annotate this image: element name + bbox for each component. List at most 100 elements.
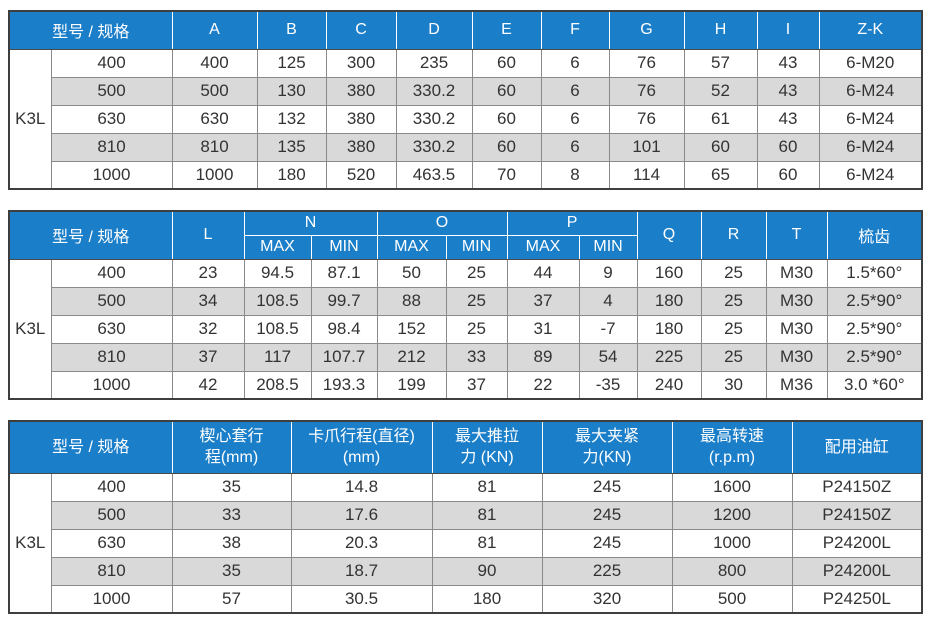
value-cell: 500 xyxy=(671,584,793,614)
value-cell: 60 xyxy=(756,160,820,190)
value-cell: -7 xyxy=(578,314,638,344)
value-cell: 37 xyxy=(171,342,245,372)
value-cell: 330.2 xyxy=(395,104,473,134)
value-cell: 65 xyxy=(683,160,758,190)
value-cell: 33 xyxy=(445,342,508,372)
value-cell: P24250L xyxy=(791,584,923,614)
value-cell: 81 xyxy=(431,500,543,530)
value-cell: 30 xyxy=(700,370,767,400)
table-row: 630 38 20.3 81 245 1000 P24200L xyxy=(9,528,923,558)
value-cell: 193.3 xyxy=(310,370,378,400)
spec-cell: 1000 xyxy=(50,160,173,190)
spec-cell: 810 xyxy=(50,556,173,586)
value-cell: 463.5 xyxy=(395,160,473,190)
value-cell: 60 xyxy=(471,132,542,162)
col-header-max-push-pull-force: 最大推拉 力 (KN) xyxy=(431,420,543,474)
value-cell: 160 xyxy=(636,258,702,288)
value-cell: 6-M24 xyxy=(818,104,923,134)
value-cell: 180 xyxy=(636,314,702,344)
value-cell: 225 xyxy=(541,556,673,586)
value-cell: 81 xyxy=(431,528,543,558)
value-cell: 125 xyxy=(256,48,327,78)
header-row: 型号 / 规格 楔心套行 程(mm) 卡爪行程(直径) (mm) 最大推拉 力 … xyxy=(8,420,923,474)
value-cell: 61 xyxy=(683,104,758,134)
value-cell: 43 xyxy=(756,48,820,78)
col-header-max-speed: 最高转速 (r.p.m) xyxy=(671,420,793,474)
col-header-o-max: MAX xyxy=(376,234,447,260)
value-cell: 152 xyxy=(376,314,447,344)
value-cell: 2.5*90° xyxy=(826,286,923,316)
value-cell: 99.7 xyxy=(310,286,378,316)
value-cell: 2.5*90° xyxy=(826,342,923,372)
model-cell: K3L xyxy=(8,472,52,614)
value-cell: 800 xyxy=(671,556,793,586)
table-row: 1000 1000 180 520 463.5 70 8 114 65 60 6-M24 xyxy=(9,160,923,190)
value-cell: 60 xyxy=(756,132,820,162)
value-cell: 57 xyxy=(171,584,292,614)
value-cell: M30 xyxy=(765,342,828,372)
value-cell: 89 xyxy=(506,342,580,372)
value-cell: 101 xyxy=(608,132,685,162)
value-cell: 37 xyxy=(506,286,580,316)
value-cell: P24200L xyxy=(791,528,923,558)
col-header-matching-cylinder: 配用油缸 xyxy=(791,420,923,474)
value-cell: 25 xyxy=(700,258,767,288)
col-header-o-group: O xyxy=(376,210,508,236)
value-cell: 90 xyxy=(431,556,543,586)
spec-cell: 1000 xyxy=(50,370,173,400)
value-cell: 330.2 xyxy=(395,76,473,106)
value-cell: 60 xyxy=(471,104,542,134)
value-cell: 60 xyxy=(683,132,758,162)
table-dimensions-a: 型号 / 规格 A B C D E F G H I Z-K K3L 400 400 1… xyxy=(8,10,923,190)
col-header-p-max: MAX xyxy=(506,234,580,260)
value-cell: 32 xyxy=(171,314,245,344)
spec-cell: 500 xyxy=(50,286,173,316)
value-cell: 114 xyxy=(608,160,685,190)
value-cell: 9 xyxy=(578,258,638,288)
value-cell: 4 xyxy=(578,286,638,316)
value-cell: 225 xyxy=(636,342,702,372)
value-cell: 60 xyxy=(471,48,542,78)
col-header-p-group: P xyxy=(506,210,638,236)
value-cell: 17.6 xyxy=(290,500,433,530)
value-cell: 132 xyxy=(256,104,327,134)
spec-cell: 400 xyxy=(50,48,173,78)
value-cell: 34 xyxy=(171,286,245,316)
value-cell: 25 xyxy=(700,342,767,372)
value-cell: 25 xyxy=(700,314,767,344)
header-subrow: MAX MIN MAX MIN MAX MIN xyxy=(9,234,922,260)
col-header-n-max: MAX xyxy=(243,234,312,260)
value-cell: 25 xyxy=(445,258,508,288)
col-header-jaw-stroke: 卡爪行程(直径) (mm) xyxy=(290,420,433,474)
value-cell: 98.4 xyxy=(310,314,378,344)
spec-cell: 1000 xyxy=(50,584,173,614)
value-cell: P24200L xyxy=(791,556,923,586)
value-cell: 50 xyxy=(376,258,447,288)
table-row: K3L 400 35 14.8 81 245 1600 P24150Z xyxy=(8,472,923,614)
col-header-model-spec: 型号 / 规格 xyxy=(8,10,173,50)
value-cell: 240 xyxy=(636,370,702,400)
value-cell: 520 xyxy=(325,160,397,190)
value-cell: 87.1 xyxy=(310,258,378,288)
value-cell: 380 xyxy=(325,76,397,106)
value-cell: M36 xyxy=(765,370,828,400)
value-cell: 245 xyxy=(541,472,673,502)
col-header-r: R xyxy=(700,210,767,260)
value-cell: 25 xyxy=(445,286,508,316)
value-cell: 135 xyxy=(256,132,327,162)
value-cell: M30 xyxy=(765,314,828,344)
col-header-h: H xyxy=(683,10,758,50)
value-cell: 1600 xyxy=(671,472,793,502)
value-cell: 44 xyxy=(506,258,580,288)
value-cell: 60 xyxy=(471,76,542,106)
value-cell: 42 xyxy=(171,370,245,400)
value-cell: 25 xyxy=(700,286,767,316)
table-row: 1000 42 208.5 193.3 199 37 22 -35 240 30 M36 3.0 *6… xyxy=(9,370,923,400)
value-cell: 43 xyxy=(756,76,820,106)
value-cell: 23 xyxy=(171,258,245,288)
table-performance: 型号 / 规格 楔心套行 程(mm) 卡爪行程(直径) (mm) 最大推拉 力 … xyxy=(8,420,923,614)
table-row: 1000 57 30.5 180 320 500 P24250L xyxy=(9,584,923,614)
table-row: 810 810 135 380 330.2 60 6 101 60 60 6-M24 xyxy=(9,132,923,162)
value-cell: 30.5 xyxy=(290,584,433,614)
header-row: 型号 / 规格 L N O P Q R T 梳齿 xyxy=(8,210,923,260)
